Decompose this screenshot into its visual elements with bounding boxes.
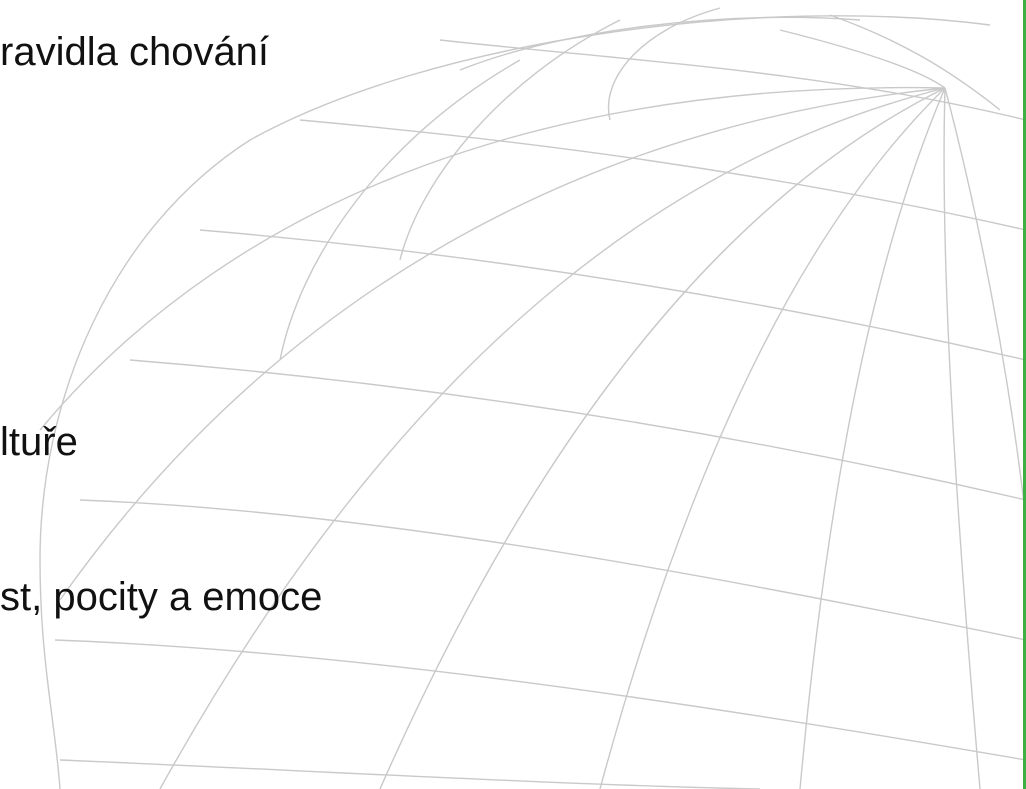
slide-edge-accent (1023, 0, 1026, 789)
slide-text-line-2: ltuře (0, 420, 78, 464)
slide-text-line-1: ravidla chování (0, 30, 270, 74)
slide-text-line-3: st, pocity a emoce (0, 575, 323, 619)
